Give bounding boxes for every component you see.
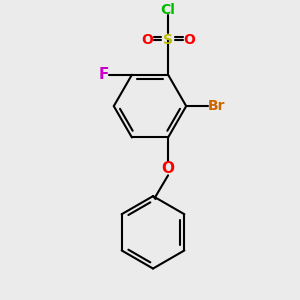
- Text: F: F: [99, 67, 110, 82]
- Text: Cl: Cl: [161, 3, 176, 16]
- Text: S: S: [163, 33, 173, 47]
- Text: O: O: [162, 161, 175, 176]
- Text: Br: Br: [208, 99, 225, 113]
- Text: O: O: [183, 33, 195, 47]
- Text: O: O: [141, 33, 153, 47]
